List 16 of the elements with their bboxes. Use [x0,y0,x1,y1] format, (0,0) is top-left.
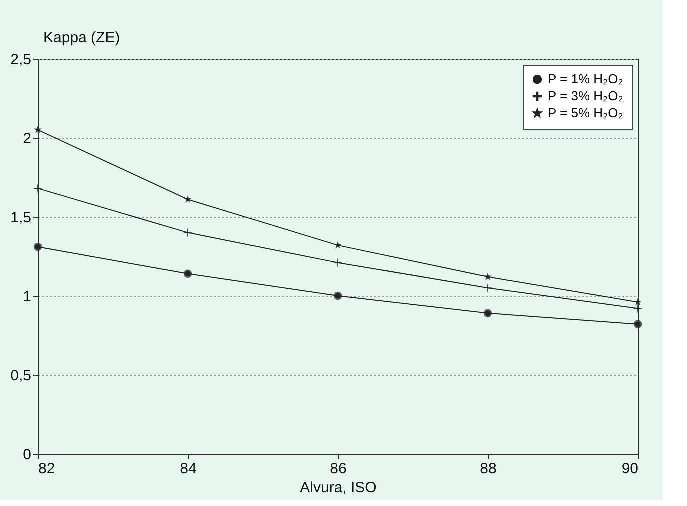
y-tick-label: 2,5 [10,52,32,68]
x-tick-label: 84 [180,460,197,478]
x-tick-label: 86 [330,460,347,478]
x-axis-title: Alvura, ISO [300,480,377,496]
x-tick-label: 88 [480,460,497,478]
x-tick-label: 82 [38,460,56,478]
y-tick-label: 0 [23,446,32,464]
y-tick-label: 2 [23,130,32,148]
y-tick-label: 1 [23,288,32,306]
y-tick-label: 1,5 [10,210,32,226]
legend-label: P = 3% H₂O₂ [548,88,624,104]
y-axis-title: Kappa (ZE) [44,30,120,46]
legend-label: P = 1% H₂O₂ [548,72,624,86]
y-tick-label: 0,5 [10,368,32,384]
x-tick-label: 90 [622,460,638,478]
legend-label: P = 5% H₂O₂ [548,106,624,120]
